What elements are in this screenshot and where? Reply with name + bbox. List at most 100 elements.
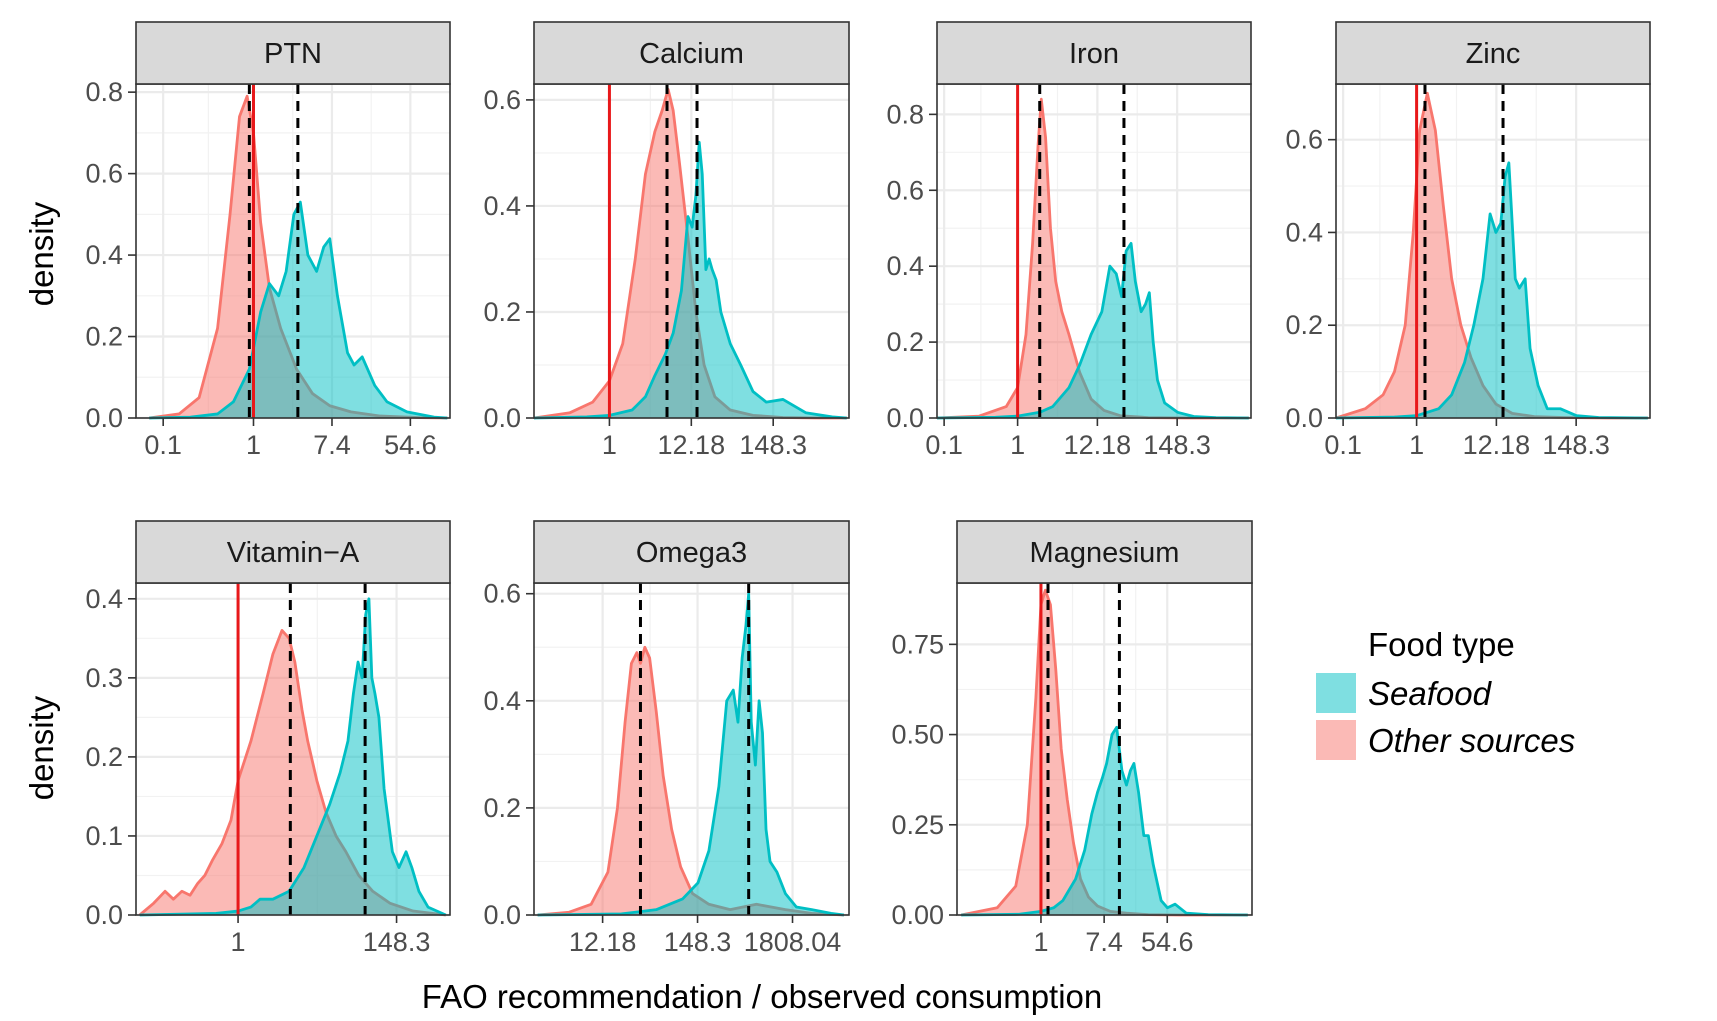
- x-tick-label: 54.6: [384, 430, 437, 460]
- y-tick-label: 0.2: [483, 793, 521, 823]
- y-tick-label: 0.50: [891, 720, 944, 750]
- y-tick-label: 0.75: [891, 629, 944, 659]
- y-tick-label: 0.2: [886, 327, 924, 357]
- x-tick-label: 12.18: [569, 927, 637, 957]
- x-tick-label: 1: [1409, 430, 1424, 460]
- density-line-seafood: [1335, 161, 1648, 420]
- y-tick-label: 0.0: [483, 900, 521, 930]
- y-tick-label: 0.8: [85, 77, 123, 107]
- legend-label-other-sources: Other sources: [1368, 722, 1575, 759]
- x-tick-label: 7.4: [1085, 927, 1123, 957]
- panel-zinc: Zinc 0.1 1 12.18 148.3 0.0 0.2 0.4 0.6: [1285, 21, 1651, 460]
- y-tick-label: 0.4: [886, 251, 924, 281]
- panel-strip: [533, 520, 850, 584]
- panel-vitamin-a: Vitamin−A 1 148.3 0.0 0.1 0.2 0.3 0.4: [85, 520, 451, 957]
- density-line-seafood: [537, 592, 845, 917]
- panel-iron: Iron 0.1 1 12.18 148.3 0.0 0.2 0.4 0.6 0.8: [886, 21, 1252, 460]
- y-tick-label: 0.6: [85, 159, 123, 189]
- panel-calcium: Calcium 1 12.18 148.3 0.0 0.2 0.4 0.6: [483, 21, 850, 460]
- y-tick-label: 0.0: [85, 403, 123, 433]
- y-tick-label: 0.0: [1285, 403, 1323, 433]
- y-tick-label: 0.8: [886, 99, 924, 129]
- x-tick-label: 148.3: [1542, 430, 1610, 460]
- panel-title: Vitamin−A: [227, 537, 360, 569]
- density-area-other-sources: [961, 590, 1248, 915]
- panel-title: Omega3: [636, 537, 747, 569]
- panel-strip: [135, 520, 451, 584]
- x-tick-label: 0.1: [925, 430, 963, 460]
- panel-background: [534, 583, 849, 915]
- panel-title: Iron: [1069, 38, 1119, 70]
- x-tick-label: 148.3: [739, 430, 807, 460]
- y-tick-label: 0.4: [85, 584, 123, 614]
- y-tick-label: 0.4: [483, 191, 521, 221]
- y-tick-label: 0.2: [483, 297, 521, 327]
- y-tick-label: 0.4: [483, 686, 521, 716]
- x-tick-label: 1: [246, 430, 261, 460]
- panel-strip: [135, 21, 451, 85]
- y-tick-label: 0.6: [483, 85, 521, 115]
- y-tick-label: 0.25: [891, 810, 944, 840]
- y-tick-label: 0.6: [1285, 125, 1323, 155]
- x-tick-label: 1808.04: [744, 927, 842, 957]
- x-tick-label: 148.3: [664, 927, 732, 957]
- legend: Food type Seafood Other sources: [1316, 626, 1575, 760]
- x-tick-label: 1: [231, 927, 246, 957]
- panel-strip: [533, 21, 850, 85]
- panels-layer: PTN 0.1 1 7.4 54.6 0.0 0.2 0.4 0.6 0.8 Calcium 1 12.…: [85, 21, 1651, 957]
- x-tick-label: 148.3: [363, 927, 431, 957]
- x-axis-title: FAO recommendation / observed consumptio…: [422, 978, 1103, 1015]
- density-area-other-sources: [149, 96, 448, 418]
- panel-omega3: Omega3 12.18 148.3 1808.04 0.0 0.2 0.4 0.6: [483, 520, 850, 957]
- y-tick-label: 0.2: [85, 742, 123, 772]
- y-tick-label: 0.1: [85, 821, 123, 851]
- x-tick-label: 0.1: [1324, 430, 1362, 460]
- y-tick-label: 0.6: [483, 579, 521, 609]
- panel-title: PTN: [264, 38, 322, 70]
- x-tick-label: 12.18: [1463, 430, 1531, 460]
- panel-title: Magnesium: [1030, 537, 1180, 569]
- density-line-seafood: [149, 200, 448, 420]
- panel-ptn: PTN 0.1 1 7.4 54.6 0.0 0.2 0.4 0.6 0.8: [85, 21, 451, 460]
- density-area-seafood: [534, 142, 847, 419]
- legend-key-seafood: [1316, 673, 1356, 713]
- y-tick-label: 0.4: [85, 240, 123, 270]
- x-tick-label: 7.4: [313, 430, 351, 460]
- y-tick-label: 0.2: [1285, 310, 1323, 340]
- density-line-seafood: [961, 725, 1248, 917]
- density-line-seafood: [936, 242, 1249, 420]
- panel-strip: [956, 520, 1253, 584]
- density-area-other-sources: [537, 647, 844, 915]
- density-area-other-sources: [1336, 93, 1648, 419]
- panel-title: Calcium: [639, 38, 744, 70]
- density-area-seafood: [961, 727, 1248, 915]
- y-tick-label: 0.2: [85, 322, 123, 352]
- y-axis-title-bottom: density: [23, 695, 60, 800]
- x-tick-label: 12.18: [1064, 430, 1132, 460]
- y-tick-label: 0.0: [886, 403, 924, 433]
- y-tick-label: 0.0: [483, 403, 521, 433]
- y-tick-label: 0.3: [85, 663, 123, 693]
- panel-strip: [936, 21, 1252, 85]
- panel-magnesium: Magnesium 1 7.4 54.6 0.00 0.25 0.50 0.75: [891, 520, 1253, 957]
- x-tick-label: 1: [1033, 927, 1048, 957]
- y-tick-label: 0.6: [886, 175, 924, 205]
- x-tick-label: 12.18: [658, 430, 726, 460]
- y-tick-label: 0.00: [891, 900, 944, 930]
- density-area-other-sources: [139, 630, 446, 915]
- density-area-seafood: [139, 598, 446, 915]
- legend-title: Food type: [1368, 626, 1515, 663]
- y-tick-label: 0.0: [85, 900, 123, 930]
- density-line-seafood: [533, 140, 847, 420]
- density-area-seafood: [1336, 162, 1648, 418]
- x-tick-label: 148.3: [1143, 430, 1211, 460]
- legend-key-other-sources: [1316, 720, 1356, 760]
- y-axis-title-top: density: [23, 201, 60, 306]
- panel-strip: [1335, 21, 1651, 85]
- y-tick-label: 0.4: [1285, 217, 1323, 247]
- density-line-seafood: [139, 597, 447, 917]
- x-tick-label: 0.1: [144, 430, 182, 460]
- panel-title: Zinc: [1466, 38, 1521, 70]
- legend-label-seafood: Seafood: [1368, 675, 1493, 712]
